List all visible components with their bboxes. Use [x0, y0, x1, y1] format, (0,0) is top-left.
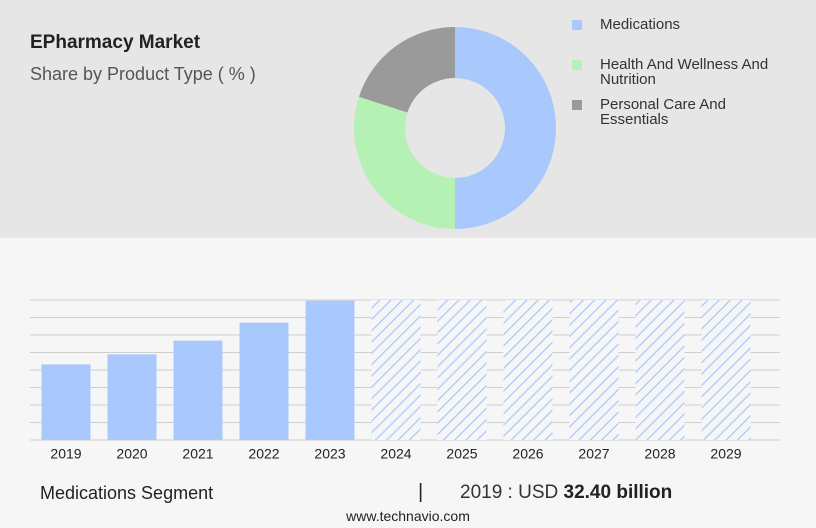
legend-item: Personal Care And Essentials	[572, 97, 770, 127]
forecast-placeholder	[569, 300, 619, 440]
separator: |	[418, 481, 424, 503]
segment-label: Medications Segment	[40, 483, 214, 503]
legend-item: Health And Wellness And Nutrition	[572, 57, 770, 87]
x-tick-label: 2024	[380, 446, 411, 462]
forecast-placeholder	[701, 300, 751, 440]
bar	[41, 364, 91, 440]
footer-value: 2019 : USD 32.40 billion	[460, 482, 672, 504]
x-tick-label: 2019	[50, 446, 81, 462]
x-tick-label: 2025	[446, 446, 477, 462]
forecast-placeholder	[371, 300, 421, 440]
chart-subtitle: Share by Product Type ( % )	[30, 64, 256, 84]
legend-item: Medications	[572, 17, 770, 32]
legend-swatch	[572, 20, 582, 30]
x-tick-label: 2021	[182, 446, 213, 462]
legend-label: Health And Wellness And Nutrition	[600, 56, 769, 88]
forecast-placeholder	[437, 300, 487, 440]
bar	[107, 354, 157, 440]
source: www.technavio.com	[346, 508, 470, 524]
bar	[239, 322, 289, 440]
legend-label: Personal Care And Essentials	[600, 96, 726, 128]
footer-amount: 32.40 billion	[563, 482, 673, 503]
chart-title: EPharmacy Market	[30, 32, 201, 53]
bar	[305, 300, 355, 440]
donut-slice	[358, 27, 455, 113]
x-tick-label: 2028	[644, 446, 675, 462]
x-tick-label: 2020	[116, 446, 147, 462]
forecast-placeholder	[503, 300, 553, 440]
x-tick-label: 2027	[578, 446, 609, 462]
donut-slice	[353, 96, 455, 230]
donut-slice	[455, 27, 556, 229]
bar	[173, 340, 223, 440]
x-tick-label: 2023	[314, 446, 345, 462]
x-tick-label: 2029	[710, 446, 741, 462]
forecast-placeholder	[635, 300, 685, 440]
x-tick-label: 2022	[248, 446, 279, 462]
footer-prefix: 2019 : USD	[460, 482, 559, 503]
legend-swatch	[572, 60, 582, 70]
legend-label: Medications	[600, 16, 681, 33]
x-tick-label: 2026	[512, 446, 543, 462]
legend-swatch	[572, 100, 582, 110]
